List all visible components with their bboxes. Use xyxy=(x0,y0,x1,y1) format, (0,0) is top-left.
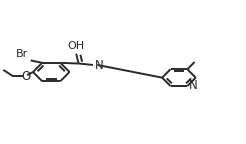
Text: O: O xyxy=(21,70,30,83)
Text: OH: OH xyxy=(68,41,85,51)
Text: N: N xyxy=(95,59,104,72)
Text: Br: Br xyxy=(16,49,28,59)
Text: N: N xyxy=(189,79,198,92)
